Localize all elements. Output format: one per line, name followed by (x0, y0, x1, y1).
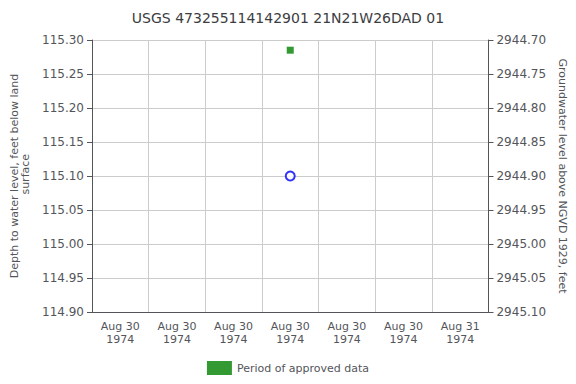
svg-text:115.25: 115.25 (42, 67, 84, 81)
svg-text:115.10: 115.10 (42, 169, 84, 183)
svg-text:Aug 30: Aug 30 (157, 320, 196, 333)
svg-text:2944.70: 2944.70 (496, 33, 546, 47)
svg-text:Aug 30: Aug 30 (214, 320, 253, 333)
svg-text:115.20: 115.20 (42, 101, 84, 115)
svg-text:2945.05: 2945.05 (496, 271, 546, 285)
svg-text:Aug 30: Aug 30 (327, 320, 366, 333)
svg-text:1974: 1974 (106, 333, 134, 346)
svg-text:2945.00: 2945.00 (496, 237, 546, 251)
svg-text:Aug 30: Aug 30 (271, 320, 310, 333)
svg-text:2944.75: 2944.75 (496, 67, 546, 81)
svg-text:2944.80: 2944.80 (496, 101, 546, 115)
svg-text:114.95: 114.95 (42, 271, 84, 285)
svg-text:114.90: 114.90 (42, 305, 84, 319)
svg-text:115.15: 115.15 (42, 135, 84, 149)
svg-text:2944.90: 2944.90 (496, 169, 546, 183)
svg-text:1974: 1974 (163, 333, 191, 346)
svg-text:USGS 473255114142901 21N21W26D: USGS 473255114142901 21N21W26DAD 01 (132, 10, 444, 26)
svg-text:115.05: 115.05 (42, 203, 84, 217)
svg-text:115.30: 115.30 (42, 33, 84, 47)
svg-text:Aug 30: Aug 30 (101, 320, 140, 333)
svg-text:Period of approved data: Period of approved data (237, 362, 369, 375)
svg-text:1974: 1974 (390, 333, 418, 346)
svg-text:1974: 1974 (333, 333, 361, 346)
svg-text:Aug 31: Aug 31 (441, 320, 480, 333)
svg-text:1974: 1974 (276, 333, 304, 346)
svg-text:Aug 30: Aug 30 (384, 320, 423, 333)
svg-text:1974: 1974 (220, 333, 248, 346)
svg-text:2944.95: 2944.95 (496, 203, 546, 217)
svg-text:Groundwater level above NGVD 1: Groundwater level above NGVD 1929, feet (556, 58, 569, 294)
svg-text:2945.10: 2945.10 (496, 305, 546, 319)
svg-text:Depth to water level, feet bel: Depth to water level, feet below land (8, 73, 22, 279)
svg-text:surface: surface (19, 154, 32, 198)
svg-text:1974: 1974 (446, 333, 474, 346)
svg-text:115.00: 115.00 (42, 237, 84, 251)
svg-text:2944.85: 2944.85 (496, 135, 546, 149)
